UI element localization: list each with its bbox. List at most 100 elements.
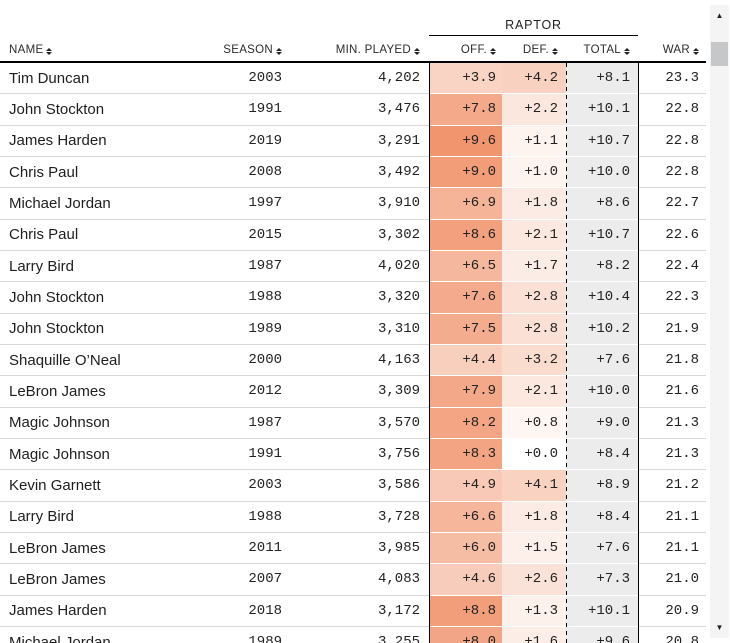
minutes-played-value: 3,172 (290, 596, 429, 627)
war-value: 20.9 (638, 596, 706, 627)
player-name: LeBron James (0, 564, 230, 596)
sort-icon (490, 47, 496, 55)
raptor-def-value: +2.1 (502, 219, 566, 251)
war-value: 21.0 (638, 564, 706, 596)
player-name: James Harden (0, 126, 230, 157)
war-value: 22.7 (638, 188, 706, 220)
player-name: Chris Paul (0, 157, 230, 189)
table-row: LeBron James 2011 3,985 +6.0 +1.5 +7.6 2… (0, 532, 706, 565)
raptor-off-value: +9.6 (429, 125, 502, 157)
season-value: 2000 (230, 345, 290, 377)
raptor-total-value: +8.4 (566, 501, 638, 533)
sort-icon (46, 47, 53, 55)
raptor-total-value: +8.9 (566, 470, 638, 502)
season-value: 1989 (230, 314, 290, 345)
season-value: 2015 (230, 220, 290, 251)
minutes-played-value: 4,083 (290, 564, 429, 596)
group-header-row: RAPTOR (0, 0, 706, 36)
raptor-def-value: +1.8 (502, 501, 566, 533)
divider-solid-left (428, 63, 430, 643)
vertical-scrollbar[interactable]: ▲ ▼ (710, 5, 729, 638)
col-header-name[interactable]: NAME (0, 36, 230, 61)
minutes-played-value: 4,020 (290, 251, 429, 283)
war-value: 22.8 (638, 94, 706, 126)
player-name: John Stockton (0, 282, 230, 314)
col-header-total[interactable]: TOTAL (566, 36, 638, 61)
sort-icon (276, 47, 282, 55)
col-header-season[interactable]: SEASON (223, 36, 290, 61)
player-name: Michael Jordan (0, 188, 230, 220)
table-row: Chris Paul 2008 3,492 +9.0 +1.0 +10.0 22… (0, 156, 706, 189)
scroll-up-icon: ▲ (715, 11, 724, 20)
table-row: Michael Jordan 1989 3,255 +8.0 +1.6 +9.6… (0, 626, 706, 643)
season-value: 1988 (230, 282, 290, 314)
sort-icon (624, 47, 630, 55)
war-value: 22.8 (638, 157, 706, 189)
raptor-def-value: +0.0 (502, 438, 566, 471)
war-value: 21.8 (638, 345, 706, 377)
raptor-off-value: +4.9 (429, 470, 502, 502)
raptor-off-value: +6.5 (429, 250, 502, 283)
raptor-total-value: +10.2 (566, 313, 638, 345)
raptor-def-value: +2.2 (502, 94, 566, 126)
raptor-total-value: +10.1 (566, 595, 638, 627)
raptor-def-value: +1.5 (502, 532, 566, 565)
column-header-row: NAME SEASON MIN. PLAYED OFF. DEF. TOTAL (0, 36, 706, 63)
season-value: 2003 (230, 63, 290, 95)
col-header-min-played[interactable]: MIN. PLAYED (290, 36, 429, 61)
raptor-def-value: +2.8 (502, 313, 566, 345)
divider-dashed (565, 63, 567, 643)
raptor-total-value: +10.4 (566, 282, 638, 314)
table-row: Magic Johnson 1991 3,756 +8.3 +0.0 +8.4 … (0, 438, 706, 471)
season-value: 1987 (230, 251, 290, 283)
minutes-played-value: 3,309 (290, 376, 429, 408)
war-value: 21.3 (638, 439, 706, 471)
raptor-total-value: +10.0 (566, 156, 638, 189)
raptor-total-value: +9.0 (566, 407, 638, 439)
raptor-def-value: +1.7 (502, 250, 566, 283)
table-row: Chris Paul 2015 3,302 +8.6 +2.1 +10.7 22… (0, 219, 706, 251)
raptor-off-value: +8.3 (429, 438, 502, 471)
raptor-total-value: +8.1 (566, 63, 638, 95)
minutes-played-value: 3,728 (290, 502, 429, 533)
raptor-off-value: +7.8 (429, 94, 502, 126)
war-value: 21.1 (638, 502, 706, 533)
player-name: LeBron James (0, 533, 230, 565)
table-row: John Stockton 1988 3,320 +7.6 +2.8 +10.4… (0, 282, 706, 314)
raptor-off-value: +9.0 (429, 156, 502, 189)
col-header-season-label: SEASON (223, 44, 273, 56)
player-name: Larry Bird (0, 502, 230, 533)
scroll-down-button[interactable]: ▼ (710, 617, 729, 638)
player-name: Kevin Garnett (0, 470, 230, 502)
col-header-total-label: TOTAL (583, 44, 621, 56)
player-name: Shaquille O’Neal (0, 345, 230, 377)
scroll-up-button[interactable]: ▲ (710, 5, 729, 26)
raptor-total-value: +8.6 (566, 188, 638, 220)
raptor-def-value: +0.8 (502, 407, 566, 439)
raptor-total-value: +8.4 (566, 438, 638, 471)
minutes-played-value: 3,302 (290, 220, 429, 251)
season-value: 2003 (230, 470, 290, 502)
raptor-total-value: +8.2 (566, 250, 638, 283)
col-header-off-label: OFF. (460, 44, 487, 56)
war-value: 22.3 (638, 282, 706, 314)
col-header-war[interactable]: WAR (638, 36, 706, 61)
raptor-off-value: +7.9 (429, 376, 502, 408)
table-row: LeBron James 2007 4,083 +4.6 +2.6 +7.3 2… (0, 564, 706, 596)
divider-solid-right (637, 63, 639, 643)
col-header-off[interactable]: OFF. (429, 36, 502, 61)
raptor-off-value: +7.5 (429, 313, 502, 345)
player-name: John Stockton (0, 94, 230, 126)
table-row: Larry Bird 1987 4,020 +6.5 +1.7 +8.2 22.… (0, 250, 706, 283)
raptor-total-value: +10.1 (566, 94, 638, 126)
table-row: LeBron James 2012 3,309 +7.9 +2.1 +10.0 … (0, 376, 706, 408)
raptor-off-value: +8.0 (429, 626, 502, 643)
scrollbar-thumb[interactable] (711, 42, 728, 66)
raptor-off-value: +4.6 (429, 564, 502, 596)
col-header-war-label: WAR (662, 44, 690, 56)
minutes-played-value: 3,756 (290, 439, 429, 471)
season-value: 2018 (230, 596, 290, 627)
col-header-def-label: DEF. (522, 44, 549, 56)
col-header-def[interactable]: DEF. (502, 36, 566, 61)
minutes-played-value: 3,310 (290, 314, 429, 345)
